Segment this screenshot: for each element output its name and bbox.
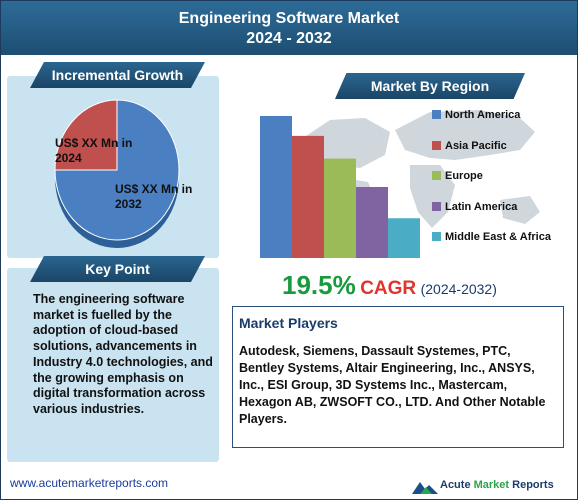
cagr-period: (2024-2032) [420,281,497,297]
bar-north-america [260,116,292,258]
bar-middle-east-africa [388,218,420,258]
footer-url[interactable]: www.acutemarketreports.com [10,476,169,490]
legend-item-north-america: North America [432,108,520,122]
pie-label-2024: US$ XX Mn in 2024 [55,136,133,165]
legend-item-europe: Europe [432,169,483,183]
legend-swatch [432,232,441,241]
cagr-display: 19.5% CAGR (2024-2032) [282,270,497,301]
bar-latin-america [356,187,388,258]
page-title: Engineering Software Market [178,10,400,27]
page-header: Engineering Software Market 2024 - 2032 [1,1,577,55]
brand-word-market: Market [473,479,510,491]
legend-label: Middle East & Africa [445,231,551,243]
brand-word-reports: Reports [509,479,554,491]
cagr-value: 19.5% [282,270,356,300]
market-players-title: Market Players [239,315,338,331]
incremental-growth-ribbon: Incremental Growth [30,62,205,88]
cagr-word: CAGR [360,278,417,299]
market-players-box: Market Players Autodesk, Siemens, Dassau… [232,306,564,448]
legend-swatch [432,201,441,211]
legend-swatch [432,110,441,119]
legend-swatch [432,140,441,150]
legend-label: Europe [445,170,483,182]
bar-asia-pacific [292,135,324,258]
market-players-text: Autodesk, Siemens, Dassault Systemes, PT… [239,344,546,426]
brand-word-acute: Acute [440,479,474,491]
key-point-panel [7,268,219,462]
legend-item-latin-america: Latin America [432,200,517,214]
page-subtitle: 2024 - 2032 [246,30,332,47]
legend-label: Asia Pacific [445,139,507,152]
key-point-text: The engineering software market is fuell… [33,292,213,416]
pie-label-2032: US$ XX Mn in 2032 [115,182,193,211]
legend-item-asia-pacific: Asia Pacific [432,139,507,153]
bar-europe [324,158,356,258]
legend-item-middle-east-africa: Middle East & Africa [432,230,551,244]
market-by-region-ribbon: Market By Region [335,73,525,99]
brand-logo-icon [412,482,438,494]
legend-label: North America [445,109,521,121]
footer-brand: Acute Market Reports [440,479,554,491]
key-point-ribbon: Key Point [30,256,205,282]
legend-label: Latin America [445,200,518,213]
legend-swatch [432,171,441,180]
